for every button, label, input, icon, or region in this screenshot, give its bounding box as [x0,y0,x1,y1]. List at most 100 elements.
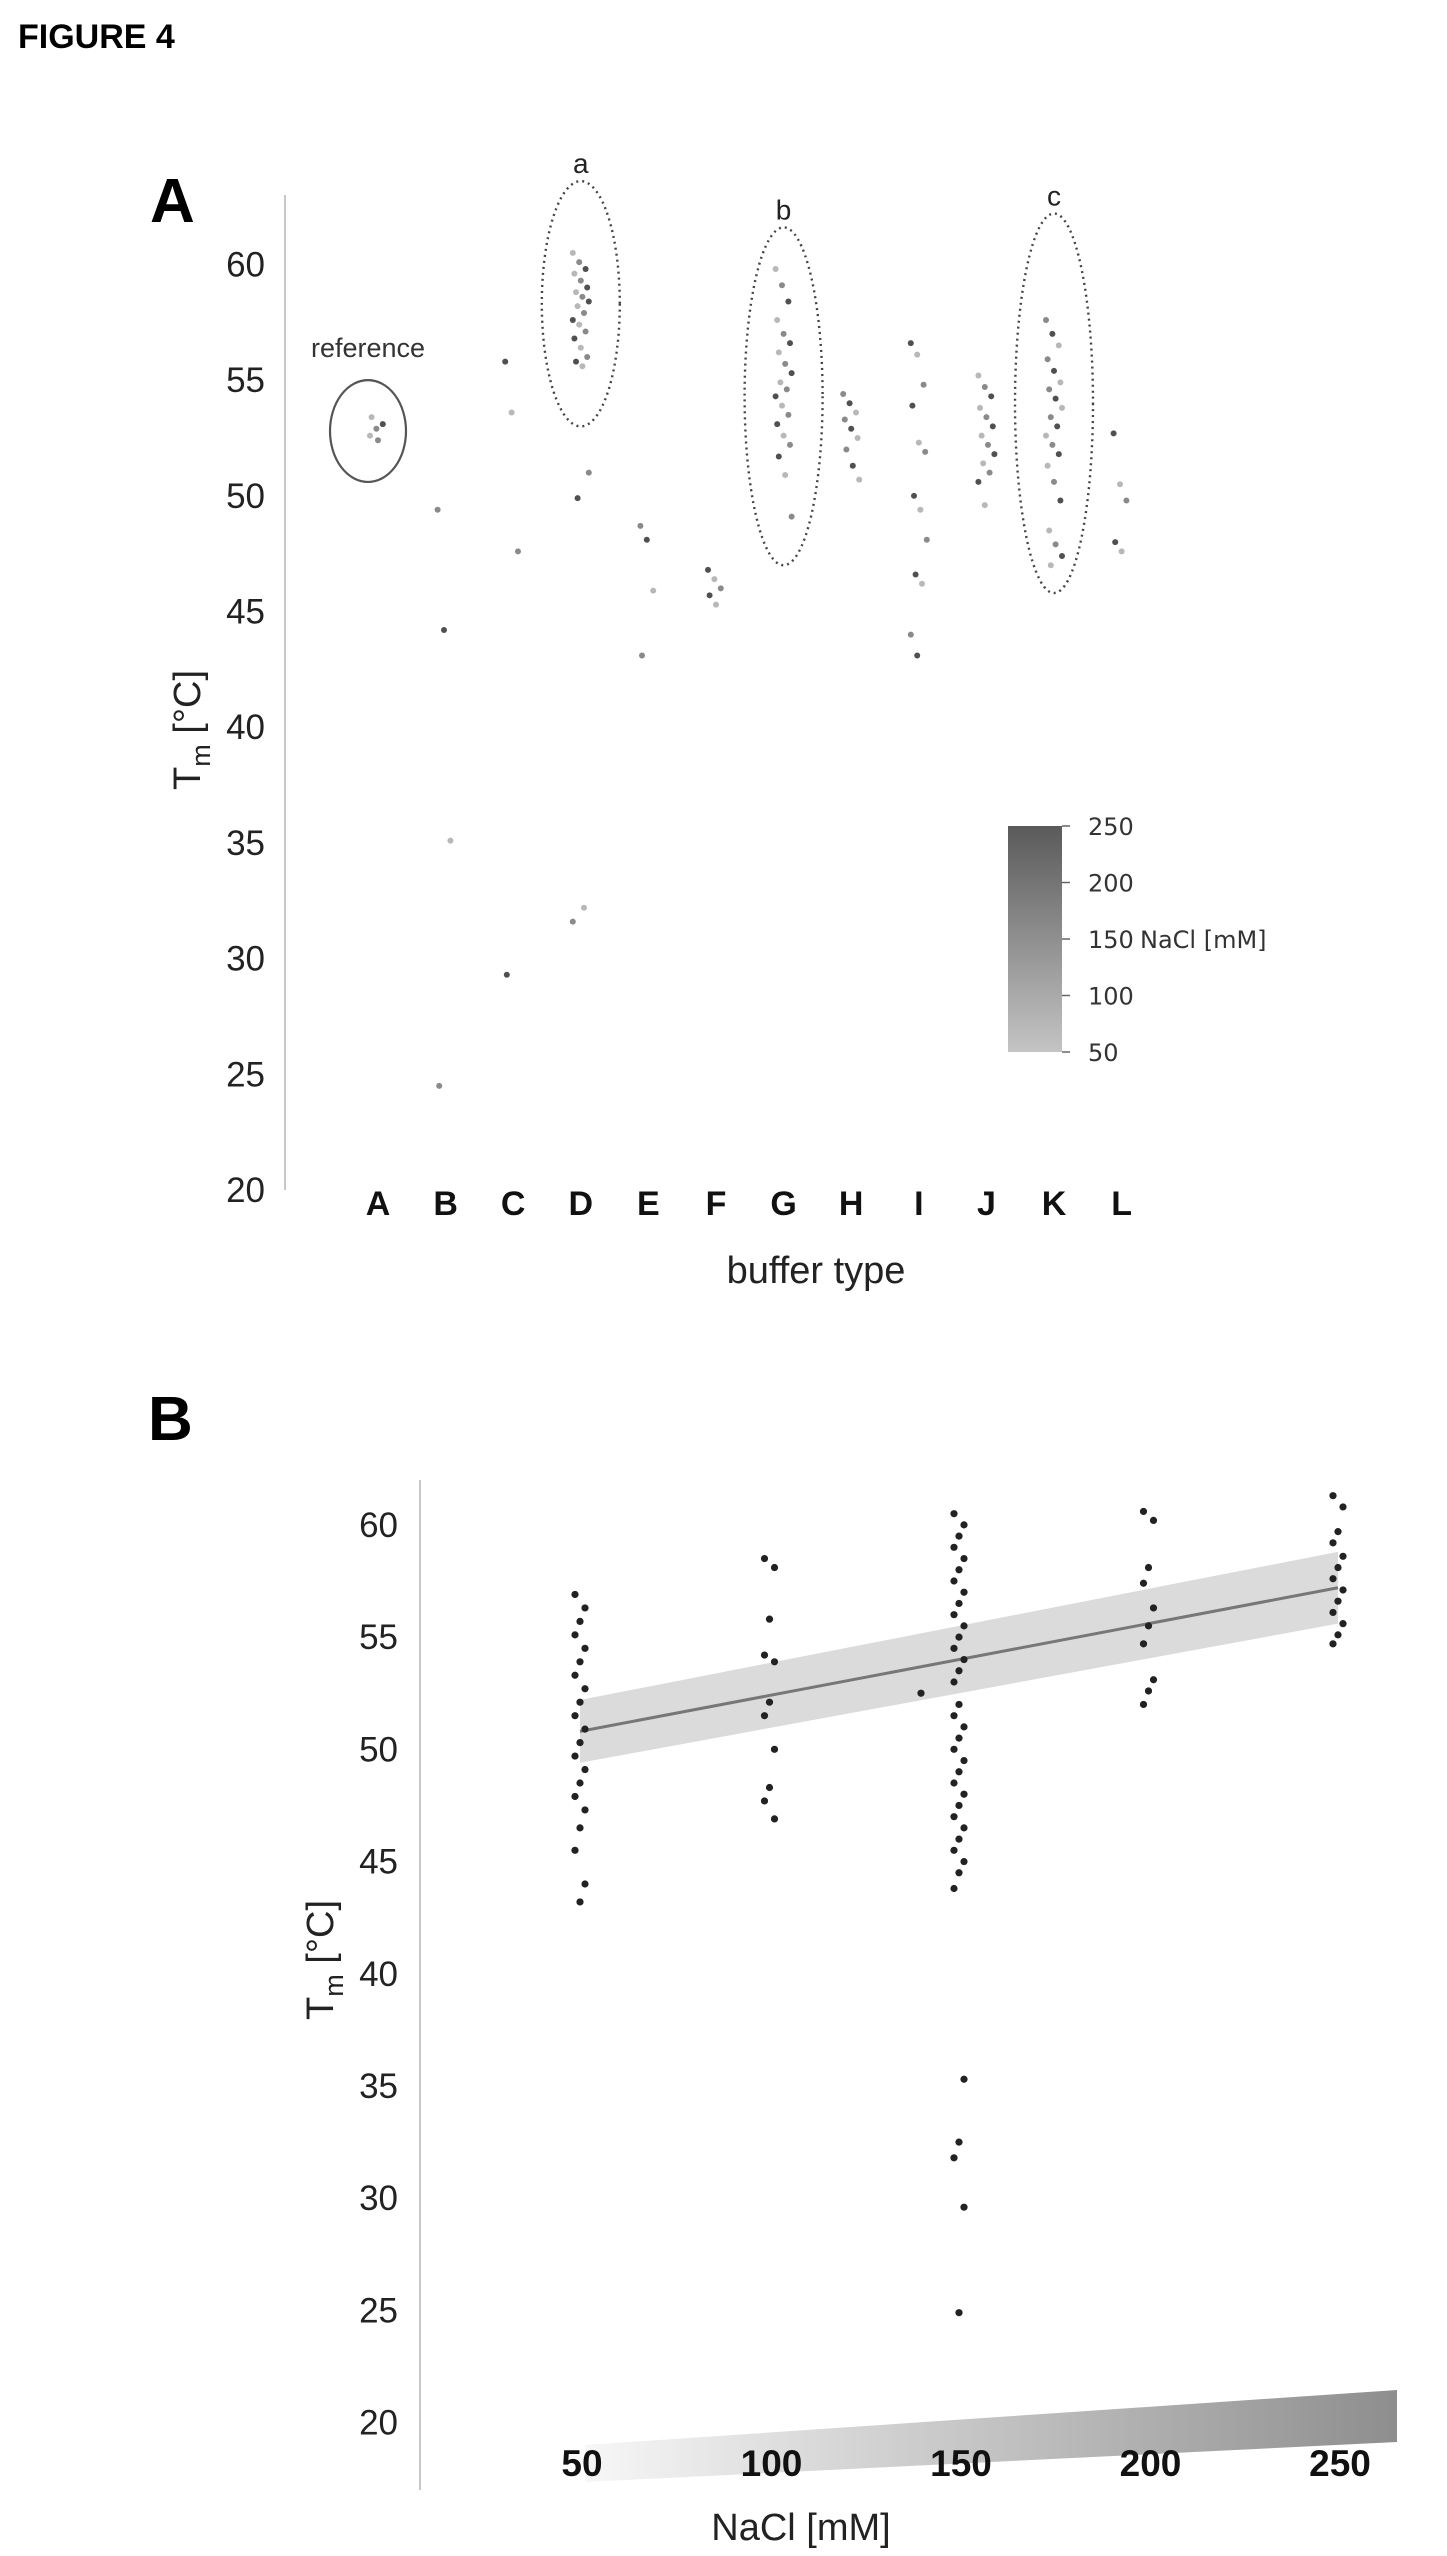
panel-b-y-tick-label: 35 [359,2067,398,2106]
panel-a-point [920,381,927,388]
nacl-color-bar-tick-label: 100 [1088,983,1134,1011]
panel-b-point [581,1725,589,1733]
panel-b-point [1334,1563,1342,1572]
figure-title: FIGURE 4 [18,18,175,56]
panel-a-point [991,451,998,458]
panel-b-point [960,2203,968,2211]
panel-b-point [1149,1676,1158,1684]
nacl-color-bar-tick-label: 50 [1088,1039,1119,1067]
panel-a-point [854,434,861,441]
panel-a-point [856,476,863,483]
panel-b-point [1329,1608,1337,1617]
panel-b-points [571,1492,1347,2317]
panel-a-point [923,536,930,543]
panel-a-x-axis-title: buffer type [727,1250,906,1292]
panel-a-point [783,386,790,393]
panel-b-point [960,1554,968,1563]
panel-a-y-tick-label: 50 [226,477,265,516]
panel-a-point [579,363,586,370]
panel-a-category-label: I [914,1185,923,1223]
panel-a-point [508,409,515,416]
panel-a-point [909,402,916,409]
panel-a-point [1043,316,1049,323]
panel-b-point [1139,1579,1148,1587]
panel-a-point [1057,497,1064,504]
panel-b-y-tick-label: 45 [359,1843,398,1882]
nacl-color-bar-tick-label: 200 [1088,870,1134,898]
panel-a-point [983,414,990,421]
panel-a-point [1055,342,1062,349]
panel-a-group-annotations: reference a b c [311,148,1095,595]
panel-b-point [960,1588,968,1596]
regression-line [579,1586,1339,1733]
panel-a-point [1049,441,1056,448]
panel-a-point [907,631,914,638]
panel-b-point [581,1806,589,1814]
panel-a-point [917,506,924,513]
panel-b-point [955,1599,963,1608]
panel-b-point [571,1590,579,1599]
panel-b-point [950,1813,958,1821]
panel-a-point [574,495,581,502]
panel-b-point [917,1689,925,1697]
panel-a-point [573,358,579,365]
panel-a-point [788,370,795,377]
reference-label: reference [311,333,425,363]
panel-b-point [960,1723,968,1731]
panel-a-point [574,303,581,310]
panel-b-x-tick-label: 250 [1309,2443,1371,2484]
panel-a-point [978,432,985,439]
panel-a-label: A [150,167,195,236]
panel-b-point [576,1739,584,1747]
panel-a-category-label: D [569,1185,594,1223]
panel-a-point [571,270,578,277]
panel-b-point [955,1835,963,1843]
panel-b-point [1144,1687,1153,1695]
panel-b-point [571,1792,579,1801]
panel-a-point [582,328,589,335]
panel-a-point [922,448,929,455]
panel-a-point [581,310,587,317]
panel-a-point [840,391,847,397]
panel-b-point [1339,1620,1347,1628]
panel-a-point [1112,539,1119,546]
panel-a-point [981,384,988,391]
panel-a-point [843,446,850,453]
panel-b-point [765,1615,774,1623]
panel-b-point [576,1698,584,1706]
panel-a-point [711,576,718,583]
panel-a-point [907,340,914,347]
group-ellipse-b [743,226,824,567]
panel-b-point [770,1815,779,1823]
panel-b-point [576,1617,584,1625]
panel-a-category-label: A [366,1185,391,1223]
panel-b-point [950,1884,958,1893]
panel-a-point [988,393,995,400]
panel-b-point [950,1543,958,1551]
panel-b-point [571,1671,579,1679]
panel-b-point [770,1745,779,1753]
panel-b-point [960,1824,968,1832]
panel-a-point [981,502,988,509]
panel-a-point [841,416,848,423]
panel-a-point [775,349,782,356]
panel-a-point [585,298,592,305]
panel-b-y-tick-label: 40 [359,1955,398,1994]
panel-a-point [373,425,380,432]
panel-b-point [581,1685,589,1693]
panel-b-y-axis-title: Tm [°C] [300,1900,349,2020]
panel-a-category-label: C [501,1185,526,1223]
panel-b-point [576,1898,584,1906]
panel-b-point [955,1700,963,1709]
panel-a-point [775,453,782,460]
panel-a-point [379,421,386,428]
panel-a-point [639,652,645,659]
panel-a-point [1044,462,1051,469]
panel-a-point [368,414,375,421]
panel-a-point [1057,379,1064,386]
panel-a-y-axis: 20 25 30 35 40 45 50 55 60 [226,195,286,1210]
panel-b-point [960,1790,968,1798]
panel-a-point [1110,430,1117,437]
panel-a-point [447,837,454,844]
